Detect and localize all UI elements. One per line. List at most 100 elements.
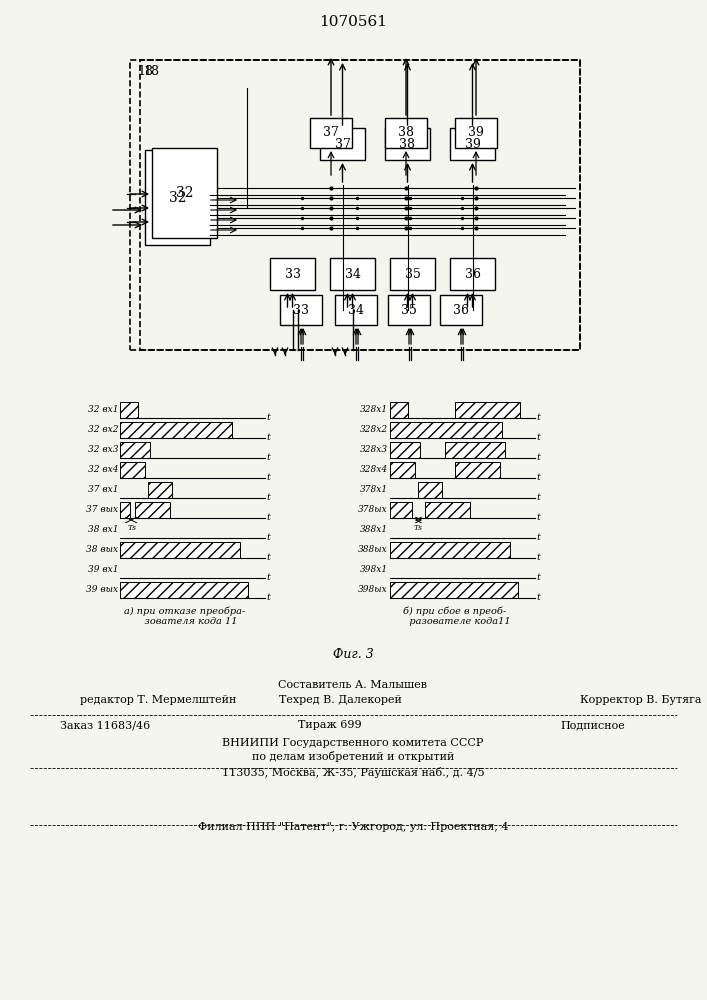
Bar — [148, 482, 172, 498]
Text: 39: 39 — [464, 137, 481, 150]
Bar — [455, 462, 500, 478]
Text: 378х1: 378х1 — [360, 486, 388, 494]
Text: 18: 18 — [143, 65, 159, 78]
Bar — [455, 402, 520, 418]
Text: 328х2: 328х2 — [360, 426, 388, 434]
Text: 37: 37 — [323, 126, 339, 139]
Text: 113035, Москва, Ж-35, Раушская наб., д. 4/5: 113035, Москва, Ж-35, Раушская наб., д. … — [222, 767, 484, 778]
Text: 32 вх4: 32 вх4 — [88, 466, 118, 475]
Text: 35: 35 — [401, 304, 417, 316]
Bar — [152, 148, 217, 238]
Bar — [120, 402, 138, 418]
Text: t: t — [536, 514, 540, 522]
Text: t: t — [536, 434, 540, 442]
Text: 38 вых: 38 вых — [86, 546, 118, 554]
Bar — [120, 462, 145, 478]
Text: Подписное: Подписное — [560, 720, 625, 730]
Text: 33: 33 — [293, 304, 309, 316]
Text: по делам изобретений и открытий: по делам изобретений и открытий — [252, 751, 454, 762]
Bar — [390, 582, 518, 598]
Bar — [330, 258, 375, 290]
Text: редактор Т. Мермелштейн: редактор Т. Мермелштейн — [80, 695, 236, 705]
Text: ВНИИПИ Государственного комитета СССР: ВНИИПИ Государственного комитета СССР — [222, 738, 484, 748]
Bar — [390, 258, 435, 290]
Text: t: t — [266, 534, 270, 542]
Text: б) при сбое в преоб-
   разователе кода11: б) при сбое в преоб- разователе кода11 — [399, 606, 510, 626]
Bar — [140, 60, 580, 350]
Text: t: t — [536, 554, 540, 562]
Text: t: t — [266, 514, 270, 522]
Text: t: t — [266, 434, 270, 442]
Bar — [455, 118, 497, 148]
Text: 328х1: 328х1 — [360, 406, 388, 414]
Text: t: t — [266, 474, 270, 483]
Text: 38: 38 — [399, 137, 416, 150]
Text: 39 вых: 39 вых — [86, 585, 118, 594]
Text: t: t — [266, 493, 270, 502]
Text: 34: 34 — [344, 267, 361, 280]
Text: 37: 37 — [334, 137, 351, 150]
Bar — [335, 295, 377, 325]
Text: а) при отказе преобра-
    зователя кода 11: а) при отказе преобра- зователя кода 11 — [124, 606, 245, 626]
Text: Филиал ППП "Патент", г. Ужгород, ул. Проектная, 4: Филиал ППП "Патент", г. Ужгород, ул. Про… — [198, 822, 508, 832]
Text: Тs: Тs — [414, 524, 423, 532]
Text: t: t — [536, 534, 540, 542]
Text: t: t — [266, 593, 270, 602]
Text: t: t — [536, 474, 540, 483]
Text: 398х1: 398х1 — [360, 566, 388, 574]
Text: t: t — [266, 414, 270, 422]
Bar — [425, 502, 470, 518]
Bar — [320, 128, 365, 160]
Text: Техред В. Далекорей: Техред В. Далекорей — [279, 695, 402, 705]
Text: 328х3: 328х3 — [360, 446, 388, 454]
Bar — [385, 128, 430, 160]
Text: 32: 32 — [169, 190, 186, 205]
Text: 378ых: 378ых — [358, 506, 388, 514]
Text: 388х1: 388х1 — [360, 526, 388, 534]
Text: t: t — [266, 554, 270, 562]
Bar — [450, 128, 495, 160]
Bar — [390, 402, 408, 418]
Bar — [390, 442, 420, 458]
Text: t: t — [536, 414, 540, 422]
Text: t: t — [536, 593, 540, 602]
Bar — [120, 422, 232, 438]
Text: Заказ 11683/46: Заказ 11683/46 — [60, 720, 151, 730]
Text: t: t — [536, 493, 540, 502]
Text: 35: 35 — [404, 267, 421, 280]
Text: 38 вх1: 38 вх1 — [88, 526, 118, 534]
Text: 39 вх1: 39 вх1 — [88, 566, 118, 574]
Bar — [145, 150, 210, 245]
Text: t: t — [266, 454, 270, 462]
Bar — [440, 295, 482, 325]
Bar — [310, 118, 352, 148]
Bar — [388, 295, 430, 325]
Text: t: t — [536, 454, 540, 462]
Text: 34: 34 — [348, 304, 364, 316]
Text: Составитель А. Малышев: Составитель А. Малышев — [279, 680, 428, 690]
Text: 32 вх3: 32 вх3 — [88, 446, 118, 454]
Text: Корректор В. Бутяга: Корректор В. Бутяга — [580, 695, 701, 705]
Text: 388ых: 388ых — [358, 546, 388, 554]
Text: 37 вых: 37 вых — [86, 506, 118, 514]
Bar — [385, 118, 427, 148]
Bar — [418, 482, 442, 498]
Text: 32 вх1: 32 вх1 — [88, 406, 118, 414]
Bar — [390, 422, 502, 438]
Bar — [390, 462, 415, 478]
Text: 37 вх1: 37 вх1 — [88, 486, 118, 494]
Text: t: t — [536, 574, 540, 582]
Bar — [280, 295, 322, 325]
Text: 398ых: 398ых — [358, 585, 388, 594]
Text: 328х4: 328х4 — [360, 466, 388, 475]
Bar — [390, 542, 510, 558]
Bar — [270, 258, 315, 290]
Text: 32 вх2: 32 вх2 — [88, 426, 118, 434]
Bar — [450, 258, 495, 290]
Bar — [120, 582, 248, 598]
Text: 36: 36 — [453, 304, 469, 316]
Bar — [130, 60, 580, 350]
Text: Фиг. 3: Фиг. 3 — [332, 648, 373, 661]
Bar — [135, 502, 170, 518]
Bar — [445, 442, 505, 458]
